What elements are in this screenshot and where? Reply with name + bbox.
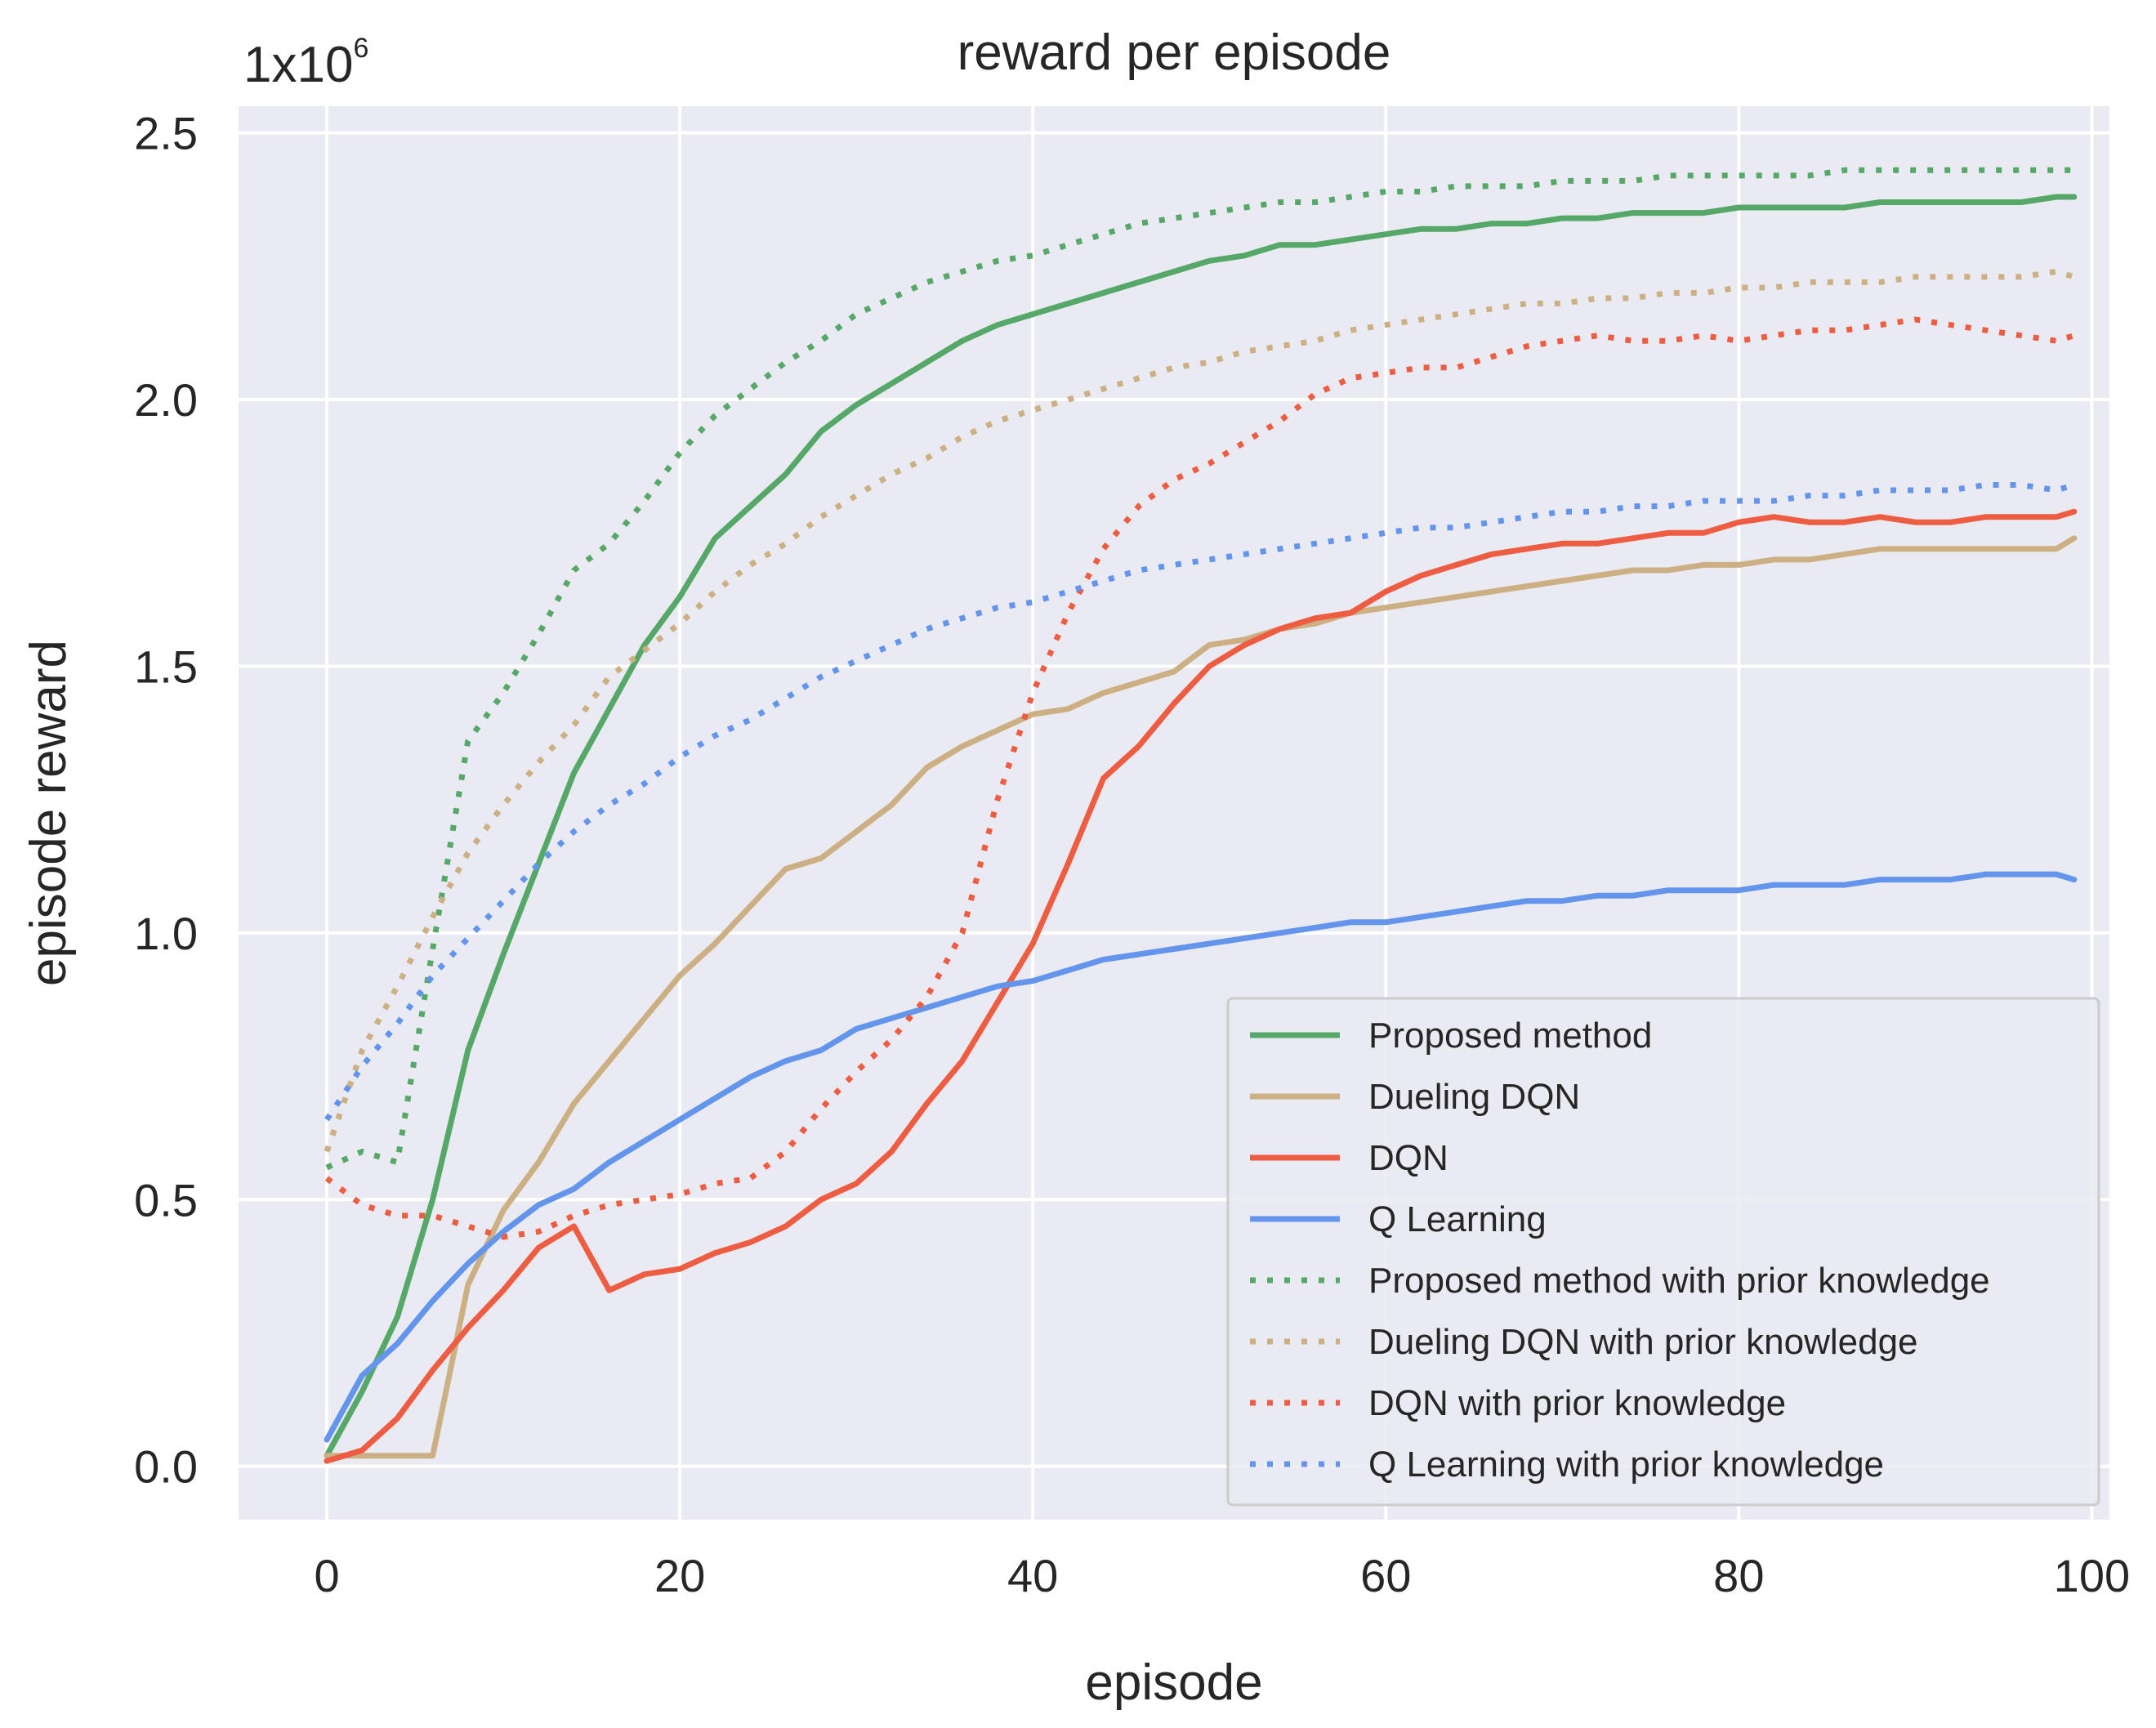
y-scale-multiplier: 1x106 [243, 33, 368, 93]
x-tick-label: 80 [1713, 1550, 1764, 1601]
y-tick-label: 1.0 [134, 908, 198, 959]
legend-label: Dueling DQN [1368, 1077, 1580, 1117]
y-tick-label: 0.0 [134, 1441, 198, 1493]
legend-box [1226, 997, 2100, 1507]
y-scale-exponent: 6 [353, 33, 368, 64]
legend-items: Proposed method Dueling DQN DQN Q Learning P… [1250, 1016, 1990, 1485]
legend: Proposed method Dueling DQN DQN Q Learning P… [1226, 997, 2100, 1507]
y-axis-title: episode reward [20, 640, 77, 986]
series-layer [324, 167, 2078, 1464]
chart-title: reward per episode [957, 25, 1391, 81]
y-tick-label: 2.5 [134, 108, 198, 159]
series-line-q-learning [324, 871, 2078, 1443]
legend-label: Proposed method with prior knowledge [1368, 1261, 1990, 1301]
series-line-dueling-dqn [324, 535, 2078, 1459]
series-line-dueling-dqn-with-prior-knowledge [324, 268, 2075, 1153]
x-tick-label: 40 [1007, 1550, 1058, 1601]
x-tick-label: 20 [654, 1550, 705, 1601]
series-line-dqn-with-prior-knowledge [324, 316, 2075, 1240]
x-tick-label: 100 [2054, 1550, 2130, 1601]
legend-label: Q Learning with prior knowledge [1368, 1444, 1884, 1485]
x-tick-label: 60 [1360, 1550, 1411, 1601]
x-axis-title: episode [1085, 1654, 1262, 1711]
legend-label: Dueling DQN with prior knowledge [1368, 1322, 1918, 1362]
legend-label: Q Learning [1368, 1199, 1547, 1239]
legend-label: Proposed method [1368, 1016, 1652, 1056]
y-scale-base: 1x10 [243, 37, 353, 93]
x-tick-label: 0 [314, 1550, 339, 1601]
y-tick-label: 0.5 [134, 1174, 198, 1226]
y-tick-labels: 0.0 0.5 1.0 1.5 2.0 2.5 [134, 108, 198, 1493]
y-tick-label: 2.0 [134, 374, 198, 426]
legend-label: DQN [1368, 1138, 1448, 1178]
x-tick-labels: 0 20 40 60 80 100 [314, 1550, 2130, 1601]
series-line-proposed-method [324, 194, 2078, 1459]
series-line-dqn [324, 508, 2078, 1464]
y-tick-label: 1.5 [134, 641, 198, 692]
legend-label: DQN with prior knowledge [1368, 1383, 1786, 1423]
